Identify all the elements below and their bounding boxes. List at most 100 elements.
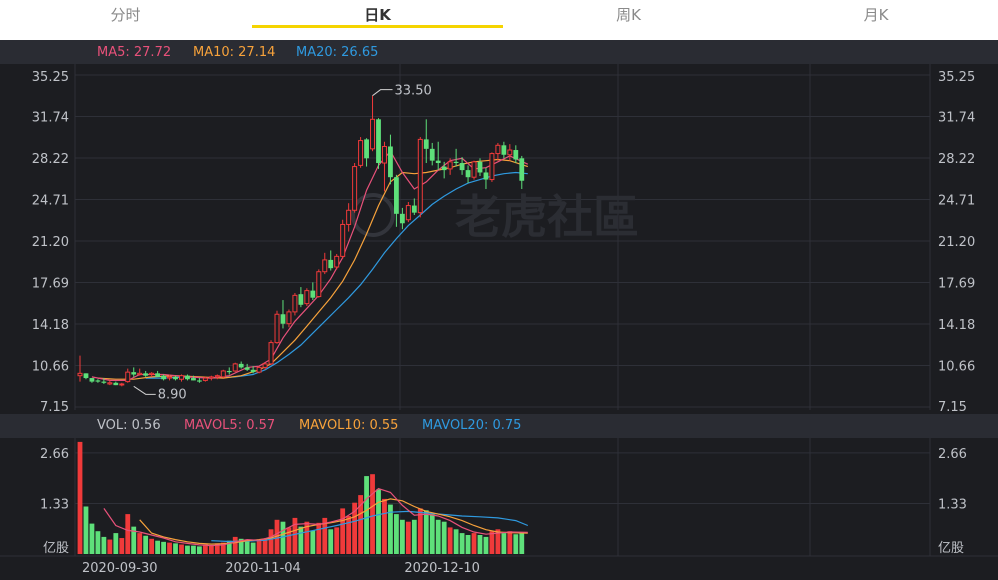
candle-body [298, 294, 304, 305]
chart-grid [0, 64, 998, 557]
volume-bar [382, 498, 387, 554]
volume-bar [280, 521, 286, 554]
volume-bar [489, 531, 495, 554]
candles [77, 95, 525, 387]
volume-bar [399, 519, 405, 554]
candle-body [178, 375, 184, 380]
period-tab-bar: 分时 日K 周K 月K [0, 0, 998, 40]
price-tick-right: 17.69 [938, 276, 975, 291]
volume-bar [346, 516, 352, 554]
candle-body [328, 259, 334, 269]
watermark-logo-icon [351, 193, 395, 237]
mavol5-label: MAVOL5: 0.57 [184, 418, 276, 433]
price-tick-right: 28.22 [938, 152, 975, 167]
candle-body [340, 223, 346, 257]
candle-body [250, 369, 256, 373]
price-tick-right: 7.15 [938, 400, 967, 415]
candle-body [113, 382, 119, 386]
volume-bar [483, 536, 489, 554]
candle-body [89, 378, 95, 382]
candle-body [226, 370, 232, 373]
candle-body [501, 145, 507, 155]
candle-body [131, 372, 137, 375]
volume-bar [501, 533, 507, 554]
volume-bar [113, 533, 119, 554]
axis-labels: 35.25 35.25 31.74 31.74 28.22 28.22 24.71 24.71… [32, 70, 975, 576]
ma-legend: MA5: 27.72 MA10: 27.14 MA20: 26.65 [0, 40, 998, 64]
candle-body [411, 205, 417, 213]
candle-body [256, 366, 262, 373]
volume-bar [226, 540, 232, 554]
price-tick-right: 14.18 [938, 318, 975, 333]
tab-monthly-k[interactable]: 月K [863, 6, 889, 24]
volume-bar [77, 441, 83, 554]
candle-body [197, 380, 202, 382]
price-tick-left: 31.74 [32, 110, 69, 125]
candle-body [286, 311, 292, 325]
ma20-label: MA20: 26.65 [296, 45, 379, 60]
candle-body [376, 119, 381, 164]
volume-bar [214, 543, 220, 554]
volume-bar [435, 519, 441, 554]
volume-bar [388, 504, 393, 554]
volume-bar [429, 514, 435, 554]
volume-tick-left: 2.66 [40, 447, 69, 462]
volume-bar [298, 526, 304, 554]
volume-bar [83, 506, 89, 554]
volume-bar [250, 542, 256, 554]
tab-weekly-k[interactable]: 周K [616, 6, 641, 24]
volume-bar [328, 529, 334, 554]
candle-body [101, 381, 107, 383]
candle-body [77, 372, 83, 377]
mavol20-label: MAVOL20: 0.75 [422, 418, 522, 433]
volume-bar [173, 543, 178, 554]
candle-body [155, 373, 161, 377]
candle-body [394, 177, 399, 214]
volume-tick-right: 2.66 [938, 447, 967, 462]
volume-bar [477, 535, 483, 554]
price-tick-right: 10.66 [938, 360, 975, 375]
candle-body [381, 145, 387, 164]
volume-bar [453, 529, 459, 554]
tab-daily-k[interactable]: 日K [364, 6, 391, 24]
volume-bar [274, 519, 280, 554]
ma20-line [145, 171, 528, 379]
volume-bar [101, 536, 107, 554]
tab-intraday[interactable]: 分时 [110, 6, 141, 24]
mavol10-line [139, 498, 528, 545]
volume-unit-left: 亿股 [43, 541, 69, 556]
candle-body [429, 148, 435, 161]
volume-bar [352, 502, 358, 554]
low-marker-line [133, 385, 156, 395]
mavol5-line [103, 487, 528, 547]
active-tab-indicator [252, 25, 503, 28]
candle-body [507, 149, 513, 156]
volume-bar [304, 521, 310, 554]
ma10-label: MA10: 27.14 [193, 45, 276, 60]
high-marker-label: 33.50 [395, 84, 432, 99]
candle-body [161, 375, 166, 380]
volume-bar [161, 541, 166, 554]
vol-label: VOL: 0.56 [97, 418, 161, 433]
candle-body [268, 342, 274, 365]
candle-body [513, 150, 519, 160]
candle-body [423, 139, 429, 149]
volume-bar [191, 545, 196, 554]
volume-bar [202, 544, 208, 554]
volume-bar [155, 540, 161, 554]
volume-bar [513, 534, 519, 554]
volume-bar [125, 514, 131, 554]
candle-body [388, 146, 393, 178]
candle-body [119, 383, 125, 386]
price-tick-left: 14.18 [32, 318, 69, 333]
volume-bar [185, 545, 190, 554]
volume-bar [107, 539, 113, 554]
candle-body [483, 172, 489, 180]
volume-bar [143, 535, 149, 554]
volume-bar [411, 519, 417, 554]
volume-bar [119, 538, 125, 554]
candle-body [346, 209, 352, 225]
volume-unit-right: 亿股 [938, 541, 964, 556]
volume-bar [519, 532, 525, 554]
